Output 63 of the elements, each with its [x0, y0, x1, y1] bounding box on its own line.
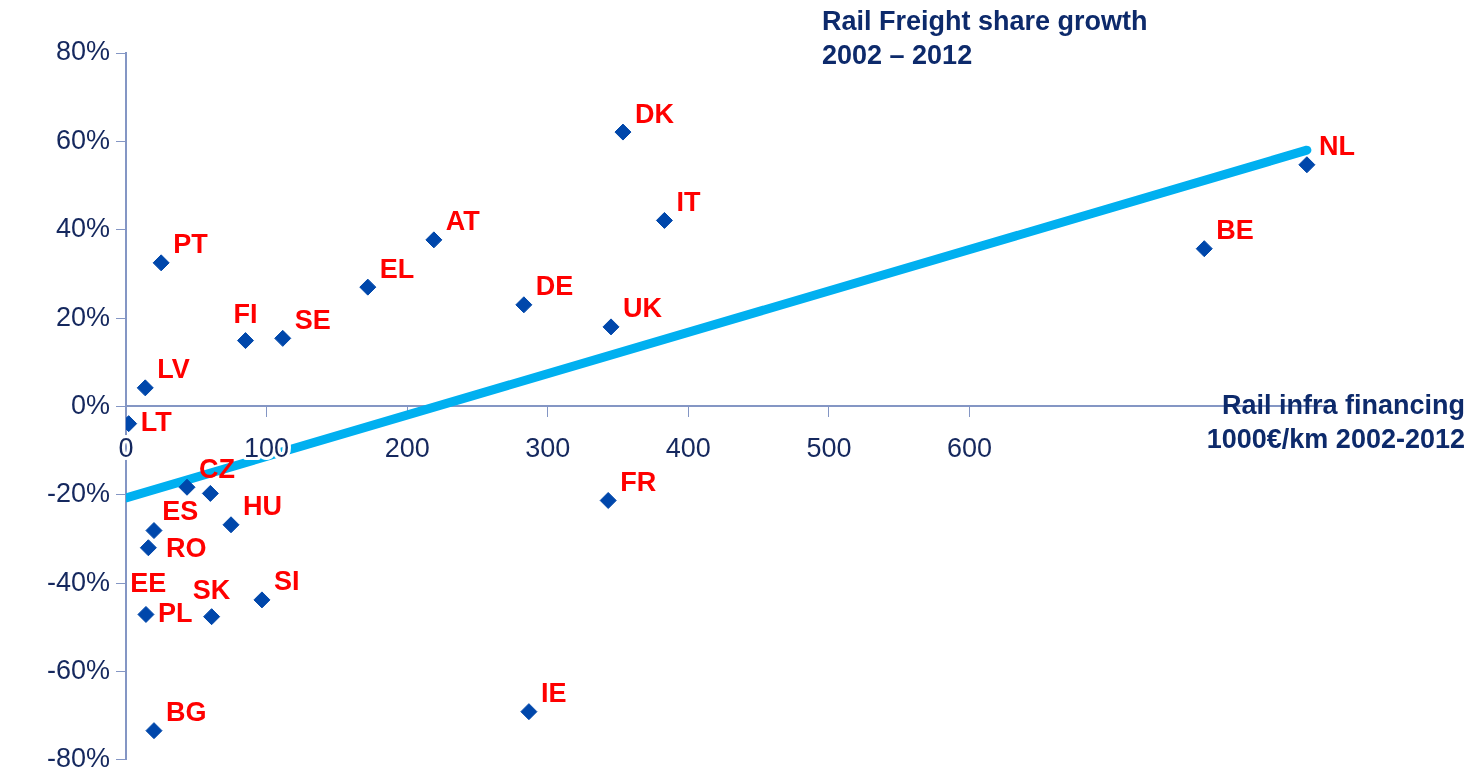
y-axis-title: Rail Freight share growth 2002 – 2012 — [822, 5, 1148, 72]
point — [139, 539, 157, 557]
annotation: BE — [1216, 215, 1254, 246]
annotation: LV — [157, 354, 190, 385]
annotation: UK — [623, 293, 663, 324]
point — [425, 231, 443, 249]
y-tick-label: -40% — [46, 566, 110, 597]
annotation: HU — [243, 491, 283, 522]
annotation: FR — [620, 466, 657, 497]
annotation: BG — [165, 697, 207, 728]
annotation: SE — [294, 304, 331, 335]
point — [136, 379, 154, 397]
y-tick-label: -80% — [46, 743, 110, 774]
point — [1298, 156, 1316, 174]
y-tick-label: 40% — [55, 213, 110, 244]
annotation: DK — [634, 98, 675, 129]
x-tick-label: 200 — [384, 433, 430, 464]
point — [236, 332, 254, 350]
y-tick-label: 0% — [70, 389, 110, 420]
x-tick-label: 300 — [525, 433, 571, 464]
y-tick-label: -20% — [46, 478, 110, 509]
annotation: FI — [233, 299, 258, 330]
point — [359, 278, 377, 296]
point — [614, 123, 632, 141]
point — [602, 318, 620, 336]
annotation: EL — [379, 253, 415, 284]
y-tick-label: 20% — [55, 301, 110, 332]
annotation: ES — [162, 495, 199, 526]
point — [520, 703, 538, 721]
point — [152, 254, 170, 272]
x-tick-label: 400 — [665, 433, 711, 464]
point — [599, 491, 617, 509]
point — [201, 484, 219, 502]
x-tick-label: 500 — [806, 433, 852, 464]
annotation: SK — [192, 575, 231, 606]
annotation: SI — [273, 566, 300, 597]
point — [515, 296, 533, 314]
x-axis-title: Rail infra financing 1000€/km 2002-2012 — [1206, 389, 1465, 456]
annotation: AT — [445, 206, 481, 237]
x-tick-label: 0 — [118, 433, 134, 464]
point — [253, 591, 271, 609]
x-tick-label: 600 — [946, 433, 993, 464]
point — [655, 211, 673, 229]
annotation: DE — [535, 271, 574, 302]
annotation: EE — [130, 568, 167, 599]
point — [178, 478, 196, 496]
annotation: IE — [540, 678, 567, 709]
point — [1195, 240, 1213, 258]
annotation: IT — [676, 186, 701, 217]
point — [137, 605, 155, 623]
point — [222, 516, 240, 534]
y-tick-label: 80% — [55, 36, 110, 67]
annotation: PL — [157, 597, 193, 628]
y-tick-label: 60% — [55, 124, 110, 155]
y-tick-label: -60% — [46, 654, 110, 685]
point — [145, 722, 163, 740]
point — [274, 329, 292, 347]
point — [203, 608, 221, 626]
annotation: NL — [1318, 131, 1355, 162]
point — [145, 522, 163, 540]
annotation: RO — [165, 532, 207, 563]
annotation: PT — [173, 229, 209, 260]
annotation: LT — [140, 407, 173, 438]
